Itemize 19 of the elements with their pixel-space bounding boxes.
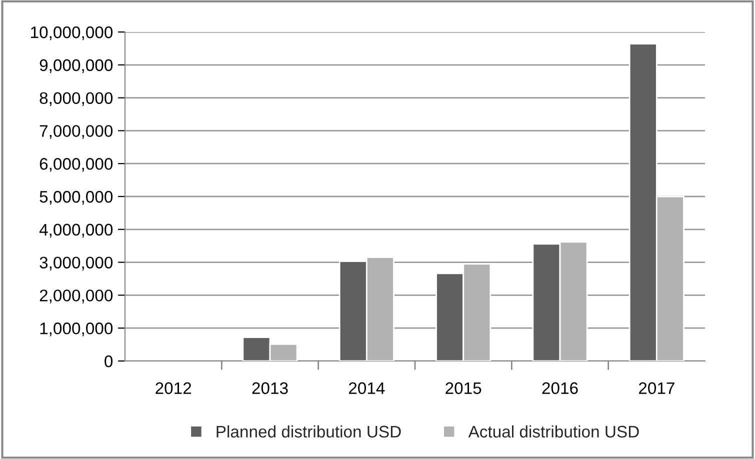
- x-tick-label: 2013: [252, 382, 288, 394]
- y-tick-label: 6,000,000: [40, 158, 113, 172]
- x-tick-label: 2012: [156, 382, 192, 394]
- legend-label: Actual distribution USD: [468, 425, 639, 438]
- y-tick-label: 2,000,000: [40, 290, 113, 304]
- y-tick-label: 8,000,000: [40, 92, 113, 106]
- y-tick-label: 0: [104, 355, 113, 368]
- y-tick-label: 4,000,000: [39, 224, 113, 238]
- y-tick-label: 5,000,000: [40, 190, 113, 205]
- y-tick-label: 3,000,000: [40, 256, 113, 270]
- x-tick-label: 2016: [542, 382, 578, 394]
- x-tick-label: 2015: [446, 382, 482, 394]
- x-tick-label: 2014: [348, 382, 385, 394]
- legend-label: Planned distribution USD: [216, 425, 401, 438]
- y-tick-label: 1,000,000: [40, 322, 113, 336]
- y-tick-label: 7,000,000: [40, 125, 113, 139]
- x-tick-label: 2017: [638, 382, 674, 394]
- y-tick-label: 9,000,000: [40, 59, 113, 74]
- y-tick-label: 10,000,000: [31, 26, 113, 40]
